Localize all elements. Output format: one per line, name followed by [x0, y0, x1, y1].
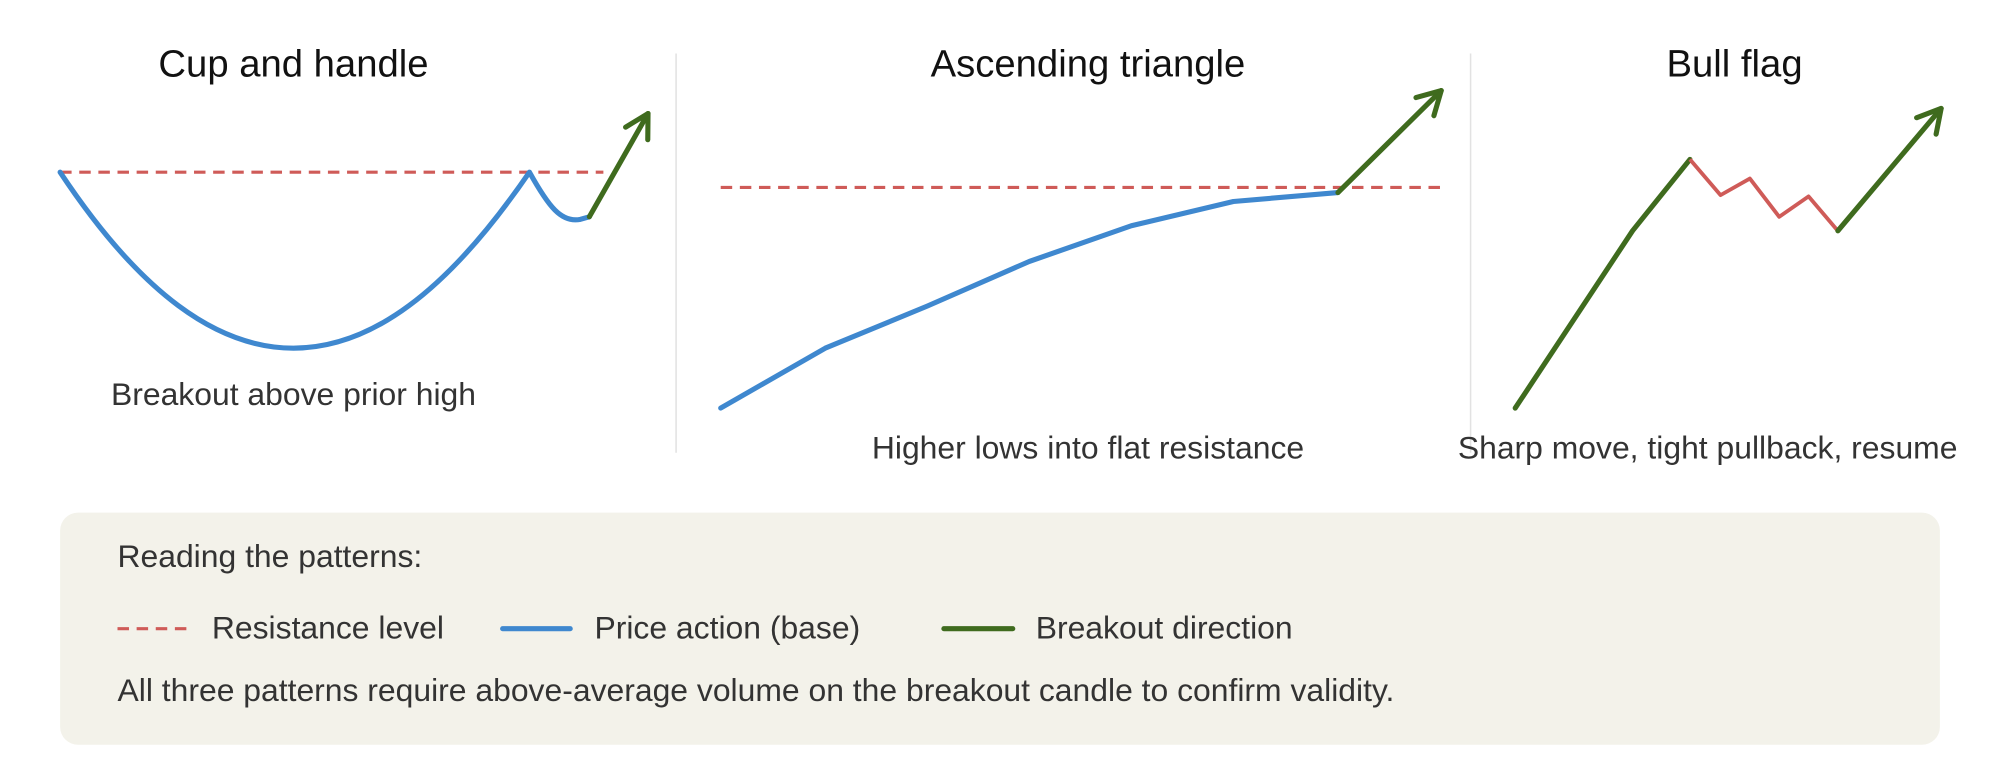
flagpole — [1512, 156, 1693, 411]
price-line — [718, 190, 1341, 411]
panel-caption: Breakout above prior high — [111, 376, 476, 412]
legend-label: Resistance level — [212, 609, 444, 645]
legend-label: Price action (base) — [594, 609, 860, 645]
panel-title: Bull flag — [1667, 42, 1803, 85]
breakout-arrow — [1335, 87, 1444, 196]
legend-label: Breakout direction — [1036, 609, 1293, 645]
legend-heading: Reading the patterns: — [117, 538, 422, 574]
panel-title: Ascending triangle — [931, 42, 1246, 85]
panel-caption: Higher lows into flat resistance — [872, 430, 1304, 466]
cup-curve — [57, 169, 592, 351]
breakout-arrow — [586, 110, 651, 220]
panel-caption: Sharp move, tight pullback, resume — [1458, 430, 1958, 466]
legend-note: All three patterns require above-average… — [117, 672, 1394, 708]
panel-title: Cup and handle — [158, 42, 428, 85]
flag — [1688, 158, 1840, 233]
breakout-arrow — [1835, 105, 1944, 234]
